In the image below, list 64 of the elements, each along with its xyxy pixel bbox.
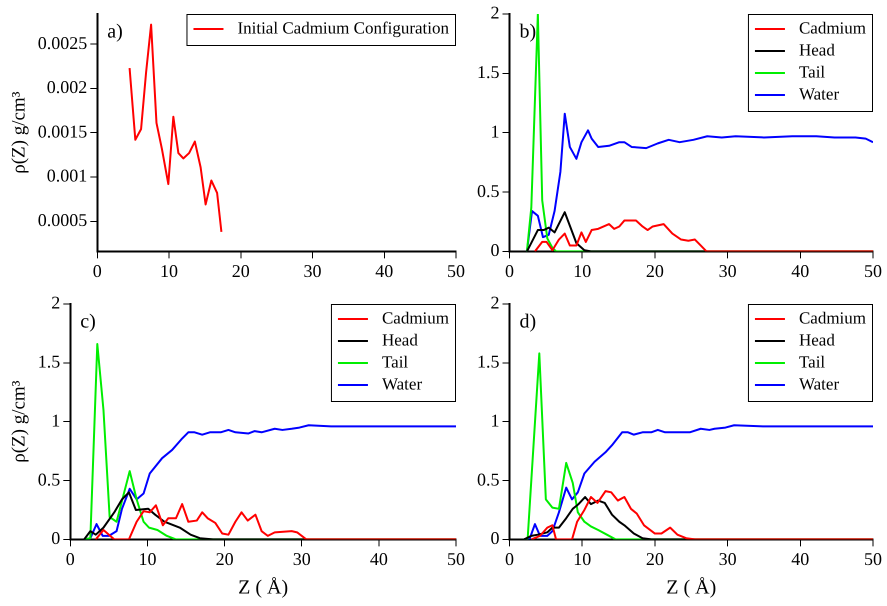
y-tick-label: 2 (490, 292, 500, 313)
legend-label: Head (798, 330, 836, 350)
x-tick-label: 10 (160, 260, 178, 281)
legend-label: Water (382, 374, 422, 394)
annotation: b) (520, 20, 536, 42)
y-tick-label: 1 (490, 410, 500, 430)
x-tick-label: 30 (304, 260, 322, 281)
annotation: c) (80, 310, 96, 332)
x-tick-label: 10 (573, 548, 592, 569)
y-tick-label: 0 (490, 528, 500, 548)
y-tick-label: 1.5 (38, 352, 60, 372)
x-tick-label: 20 (646, 260, 664, 281)
y-tick-label: 0.0005 (38, 210, 88, 230)
legend-label: Tail (798, 62, 826, 82)
legend-label: Tail (798, 352, 826, 372)
x-tick-label: 30 (718, 548, 737, 569)
x-tick-label: 50 (447, 548, 465, 569)
x-tick-label: 40 (375, 260, 394, 281)
y-tick-label: 0 (490, 240, 500, 260)
legend-label: Head (798, 40, 836, 60)
x-tick-label: 10 (138, 548, 156, 569)
y-tick-label: 0.5 (477, 469, 500, 490)
legend-label: Tail (382, 352, 408, 372)
legend-label: Water (798, 374, 840, 394)
x-axis-title: Z ( Å) (238, 576, 288, 598)
x-tick-label: 20 (216, 548, 234, 569)
legend-label: Cadmium (798, 308, 866, 328)
y-tick-label: 0.5 (477, 180, 500, 201)
y-tick-label: 0.0015 (38, 121, 88, 142)
y-tick-label: 0.0025 (38, 32, 88, 53)
x-tick-label: 20 (232, 260, 250, 281)
y-tick-label: 1.5 (477, 352, 500, 372)
y-tick-label: 1 (490, 121, 500, 142)
annotation: d) (520, 310, 536, 332)
y-tick-label: 2 (490, 2, 500, 23)
x-tick-label: 10 (573, 260, 592, 281)
x-tick-label: 40 (791, 260, 810, 281)
legend-label: Water (798, 84, 840, 104)
x-tick-label: 30 (718, 260, 737, 281)
x-tick-label: 0 (505, 548, 514, 569)
y-axis-title: ρ(Z) g/cm³ (8, 91, 30, 174)
legend-label: Head (382, 330, 418, 350)
y-axis-title: ρ(Z) g/cm³ (8, 380, 30, 463)
y-tick-label: 2 (51, 292, 60, 313)
legend-label: Initial Cadmium Configuration (237, 18, 450, 38)
y-tick-label: 0.001 (46, 166, 88, 186)
x-tick-label: 30 (292, 548, 311, 569)
y-tick-label: 0 (51, 528, 60, 548)
x-tick-label: 50 (864, 260, 882, 281)
x-tick-label: 50 (864, 548, 882, 569)
x-axis-title: Z ( Å) (666, 576, 716, 598)
annotation: a) (107, 20, 123, 42)
y-tick-label: 0.5 (38, 469, 60, 490)
y-tick-label: 1 (51, 410, 60, 430)
legend-label: Cadmium (382, 308, 450, 328)
x-tick-label: 40 (370, 548, 388, 569)
legend-label: Cadmium (798, 18, 866, 38)
x-tick-label: 0 (92, 260, 102, 281)
x-tick-label: 50 (447, 260, 465, 281)
x-tick-label: 20 (646, 548, 664, 569)
y-tick-label: 0.002 (46, 77, 88, 98)
x-tick-label: 40 (791, 548, 810, 569)
x-tick-label: 0 (505, 260, 514, 281)
y-tick-label: 1.5 (477, 62, 500, 82)
